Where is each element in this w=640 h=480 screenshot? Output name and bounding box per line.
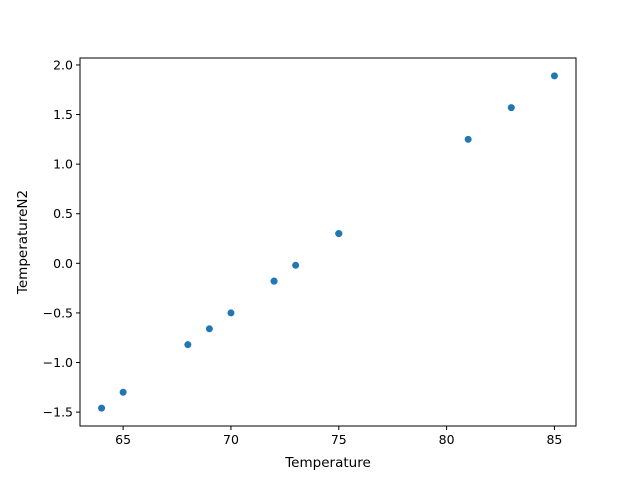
x-axis-ticks: 65 70 75 80 85 — [115, 426, 562, 447]
plot-frame — [79, 57, 577, 427]
x-axis-label: Temperature — [284, 455, 371, 471]
x-tick-label: 75 — [331, 432, 347, 447]
data-point — [98, 404, 106, 412]
data-point — [227, 309, 235, 317]
y-tick-label: −1.0 — [43, 355, 73, 370]
data-point — [464, 135, 472, 143]
data-point — [507, 104, 515, 112]
data-point — [119, 388, 127, 396]
plot-area — [79, 57, 577, 427]
y-axis-ticks: −1.5 −1.0 −0.5 0.0 0.5 1.0 1.5 2.0 — [43, 57, 80, 420]
x-tick-label: 65 — [115, 432, 131, 447]
x-tick-label: 70 — [223, 432, 239, 447]
y-tick-label: 0.5 — [53, 206, 73, 221]
y-tick-label: 0.0 — [53, 256, 73, 271]
data-point — [335, 230, 343, 238]
data-point — [270, 277, 278, 285]
x-tick-label: 85 — [546, 432, 562, 447]
y-tick-label: 1.0 — [53, 157, 73, 172]
data-point — [205, 325, 213, 333]
y-tick-label: 2.0 — [53, 57, 73, 72]
data-point — [184, 341, 192, 349]
y-axis-label: TemperatureN2 — [15, 190, 31, 295]
y-tick-label: −1.5 — [43, 405, 73, 420]
y-tick-label: 1.5 — [53, 107, 73, 122]
data-point — [550, 72, 558, 80]
y-tick-label: −0.5 — [43, 305, 73, 320]
x-tick-label: 80 — [439, 432, 455, 447]
data-point — [292, 261, 300, 269]
data-points — [98, 72, 558, 412]
